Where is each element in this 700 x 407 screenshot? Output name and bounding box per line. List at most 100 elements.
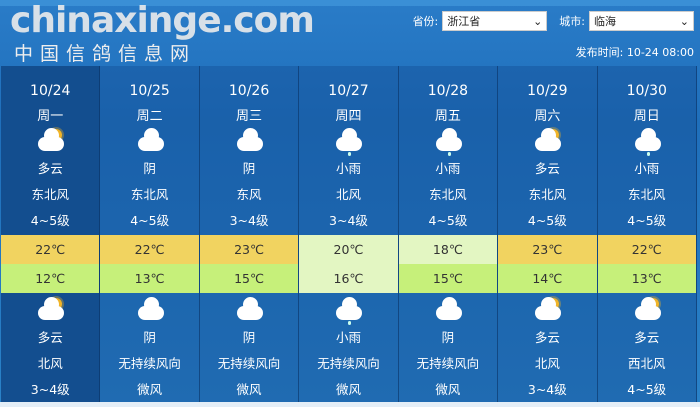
day-weather: 小雨: [435, 161, 461, 176]
location-filters: 省份: 浙江省 ⌄ 城市: 临海 ⌄: [401, 11, 694, 31]
night-wind-level: 3~4级: [527, 382, 567, 397]
night-weather: 多云: [534, 330, 560, 345]
cloudy-icon: [229, 127, 269, 155]
high-temp: 23℃: [498, 235, 597, 264]
night-wind: 无持续风向: [118, 356, 181, 371]
low-temp: 15℃: [199, 264, 299, 293]
province-label: 省份:: [412, 15, 439, 28]
night-wind-level: 4~5级: [627, 382, 667, 397]
day-wind-level: 4~5级: [527, 213, 567, 228]
day-column[interactable]: 10/26 周三阴东风 3~4级 23℃ 15℃ 阴无持续风向 微风: [199, 66, 300, 403]
watermark-domain: chinaxinge.com: [10, 0, 315, 41]
night-wind: 西北风: [627, 356, 666, 371]
day-wind-level: 4~5级: [30, 213, 70, 228]
date: 10/28: [427, 83, 469, 99]
weekday: 周一: [37, 109, 64, 124]
day-wind: 北风: [335, 187, 361, 202]
date: 10/29: [527, 83, 568, 99]
high-temp: 18℃: [398, 235, 498, 264]
date: 10/24: [30, 83, 71, 99]
night-weather: 多云: [37, 330, 63, 345]
light-rain-icon: [328, 127, 368, 156]
date: 10/25: [129, 83, 170, 99]
day-column[interactable]: 10/28 周五 小雨 东北风 4~5级 18℃ 15℃ 阴无持续风向 微风: [398, 66, 499, 403]
night-weather: 阴: [441, 330, 455, 345]
chevron-down-icon: ⌄: [679, 14, 689, 28]
day-weather: 阴: [143, 161, 156, 176]
night-wind-level: 微风: [137, 382, 163, 397]
province-select[interactable]: 浙江省 ⌄: [442, 11, 548, 31]
day-wind-level: 4~5级: [130, 213, 170, 228]
high-temp: 22℃: [597, 235, 696, 264]
low-temp: 13℃: [597, 264, 696, 293]
day-wind-level: 3~4级: [229, 213, 269, 228]
high-temp: 22℃: [100, 235, 199, 264]
day-wind: 东北风: [429, 187, 467, 202]
light-rain-icon: [428, 127, 468, 156]
weekday: 周二: [136, 109, 163, 124]
day-weather: 多云: [534, 161, 560, 176]
day-wind-level: 4~5级: [428, 213, 468, 228]
publish-time: 发布时间: 10-24 08:00: [575, 46, 694, 59]
date: 10/30: [626, 83, 667, 99]
day-wind: 东北风: [627, 187, 666, 202]
date: 10/26: [228, 83, 270, 99]
low-temp: 12℃: [1, 264, 100, 293]
day-column[interactable]: 10/29 周六 多云 东北风 4~5级 23℃ 14℃ 多云 北风 3~4级: [498, 66, 598, 403]
day-wind: 东风: [236, 187, 262, 202]
day-weather: 小雨: [634, 161, 660, 176]
low-temp: 13℃: [100, 264, 199, 293]
top-band: [0, 0, 700, 6]
day-column[interactable]: 10/25 周二阴东北风 4~5级 22℃ 13℃ 阴无持续风向 微风: [100, 66, 200, 403]
day-wind-level: 3~4级: [329, 213, 368, 228]
night-weather: 多云: [634, 330, 660, 345]
night-wind: 北风: [534, 356, 560, 371]
day-column[interactable]: 10/30 周日小雨东北风 4~5级 22℃ 13℃ 多云西北风 4~5级: [597, 66, 697, 403]
night-wind: 无持续风向: [317, 356, 380, 371]
cloudy-icon: [130, 127, 170, 155]
weekday: 周五: [434, 109, 461, 124]
cloudy-icon: [428, 296, 468, 324]
city-select[interactable]: 临海 ⌄: [589, 11, 694, 31]
weekday: 周六: [534, 109, 561, 124]
cloudy-icon: [229, 296, 269, 324]
day-column[interactable]: 10/24 周一 多云 东北风 4~5级 22℃ 12℃ 多云 北风 3~4级: [1, 66, 101, 403]
date: 10/27: [328, 83, 369, 99]
day-wind: 东北风: [528, 187, 567, 202]
night-wind-level: 微风: [335, 382, 361, 397]
weekday: 周四: [335, 109, 362, 124]
light-rain-icon: [627, 127, 667, 156]
low-temp: 14℃: [498, 264, 597, 293]
chevron-down-icon: ⌄: [533, 14, 543, 28]
night-weather: 小雨: [335, 330, 361, 345]
forecast-grid: 10/24 周一 多云 东北风 4~5级 22℃ 12℃ 多云 北风 3~4级 10/25 周二阴东北…: [1, 66, 697, 403]
night-wind-level: 微风: [435, 382, 461, 397]
watermark-name: 中国信鸽信息网: [14, 43, 197, 65]
night-wind: 无持续风向: [217, 356, 281, 371]
day-wind-level: 4~5级: [627, 213, 667, 228]
partly-cloudy-icon: [527, 296, 567, 324]
low-temp: 16℃: [299, 264, 398, 293]
bottom-strip: [0, 402, 700, 407]
partly-cloudy-icon: [527, 127, 567, 155]
night-wind: 无持续风向: [416, 356, 480, 371]
high-temp: 20℃: [299, 235, 398, 264]
day-weather: 多云: [37, 161, 63, 176]
night-weather: 阴: [143, 330, 156, 345]
day-wind: 东北风: [31, 187, 69, 202]
night-wind-level: 3~4级: [30, 382, 70, 397]
day-wind: 东北风: [130, 187, 169, 202]
day-weather: 小雨: [335, 161, 361, 176]
province-value: 浙江省: [447, 15, 481, 28]
weekday: 周三: [236, 109, 263, 124]
night-wind-level: 微风: [236, 382, 262, 397]
day-weather: 阴: [242, 161, 256, 176]
night-wind: 北风: [37, 356, 63, 371]
cloudy-icon: [130, 296, 170, 324]
partly-cloudy-icon: [627, 296, 667, 324]
weekday: 周日: [633, 109, 660, 124]
city-value: 临海: [594, 15, 616, 28]
day-column[interactable]: 10/27 周四 小雨 北风 3~4级 20℃ 16℃ 小雨 无持续风向 微风: [299, 66, 399, 403]
high-temp: 23℃: [199, 235, 299, 264]
light-rain-icon: [328, 296, 368, 325]
